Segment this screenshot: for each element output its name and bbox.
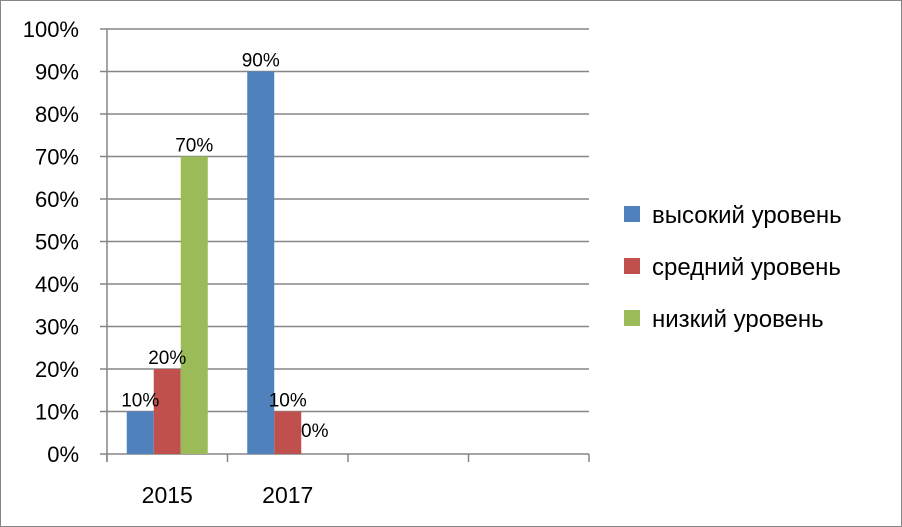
bar xyxy=(274,411,302,454)
legend-swatch xyxy=(624,310,640,326)
y-tick-label: 20% xyxy=(35,357,79,382)
bar xyxy=(153,369,181,454)
x-tick-label: 2015 xyxy=(142,482,193,508)
data-labels: 10% 90% 20% 10% 70% 0% xyxy=(121,51,328,442)
y-axis: 0% 10% 20% 30% 40% 50% 60% 70% 80% 90% 100% xyxy=(23,17,108,467)
y-tick-label: 60% xyxy=(35,187,79,212)
y-tick-label: 90% xyxy=(35,60,79,85)
y-tick-label: 30% xyxy=(35,315,79,340)
bars xyxy=(126,71,302,454)
bar xyxy=(180,156,208,454)
data-label: 90% xyxy=(242,51,280,72)
bar xyxy=(126,411,154,454)
data-label: 20% xyxy=(148,348,186,369)
legend: высокий уровень средний уровень низкий уро… xyxy=(624,202,842,333)
y-tick-label: 100% xyxy=(23,17,79,42)
data-label: 10% xyxy=(269,391,307,412)
legend-label: высокий уровень xyxy=(652,202,842,229)
legend-swatch xyxy=(624,258,640,274)
y-tick-label: 80% xyxy=(35,102,79,127)
data-label: 10% xyxy=(121,391,159,412)
data-label: 70% xyxy=(175,136,213,157)
legend-label: средний уровень xyxy=(652,254,841,281)
legend-swatch xyxy=(624,206,640,222)
data-label: 0% xyxy=(301,421,329,442)
y-tick-label: 50% xyxy=(35,230,79,255)
legend-label: низкий уровень xyxy=(652,306,824,333)
y-tick-label: 70% xyxy=(35,145,79,170)
y-tick-label: 10% xyxy=(35,400,79,425)
y-tick-label: 0% xyxy=(47,442,79,467)
x-axis: 2015 2017 xyxy=(106,453,590,508)
x-tick-label: 2017 xyxy=(262,482,313,508)
bar xyxy=(247,71,275,454)
y-tick-label: 40% xyxy=(35,272,79,297)
